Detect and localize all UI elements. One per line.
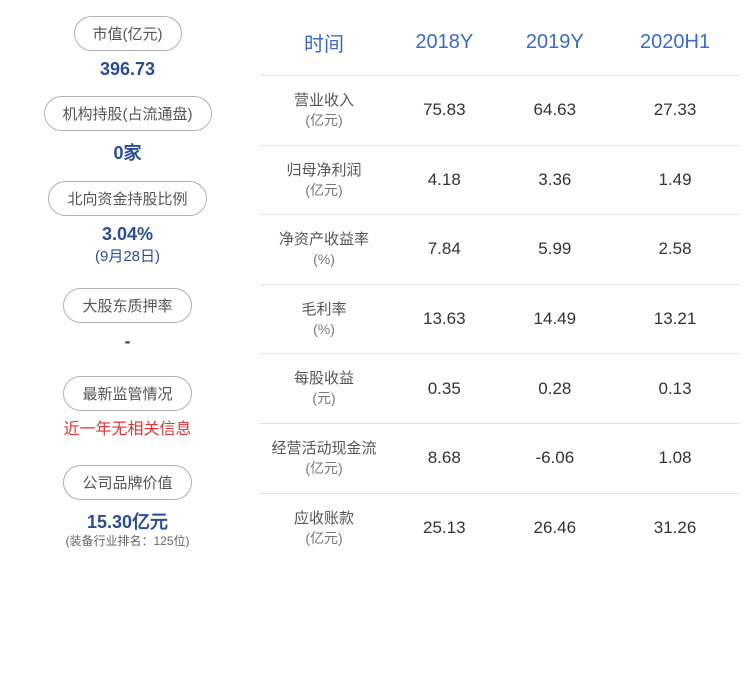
- cell-value: 1.49: [610, 145, 740, 215]
- col-header-2020h1: 2020H1: [610, 16, 740, 76]
- pill-value: -: [125, 331, 131, 352]
- row-label: 每股收益(元): [259, 354, 389, 424]
- cell-value: 2.58: [610, 215, 740, 285]
- cell-value: 1.08: [610, 423, 740, 493]
- cell-value: 7.84: [389, 215, 500, 285]
- pill-label: 北向资金持股比例: [48, 181, 206, 216]
- col-header-time: 时间: [259, 16, 389, 76]
- row-label: 经营活动现金流(亿元): [259, 423, 389, 493]
- metric-brand-value: 公司品牌价值 15.30亿元 (装备行业排名：125位): [10, 465, 245, 549]
- metric-northbound: 北向资金持股比例 3.04% (9月28日): [10, 181, 245, 278]
- cell-value: -6.06: [500, 423, 611, 493]
- pill-subnote: (装备行业排名：125位): [65, 532, 189, 549]
- row-label: 净资产收益率(%): [259, 215, 389, 285]
- col-header-2019: 2019Y: [500, 16, 611, 76]
- pill-subvalue: (9月28日): [95, 245, 160, 266]
- cell-value: 27.33: [610, 76, 740, 146]
- cell-value: 0.35: [389, 354, 500, 424]
- cell-value: 5.99: [500, 215, 611, 285]
- cell-value: 8.68: [389, 423, 500, 493]
- cell-value: 75.83: [389, 76, 500, 146]
- pill-label: 公司品牌价值: [63, 465, 191, 500]
- pill-value: 396.73: [100, 59, 155, 80]
- pill-label: 大股东质押率: [63, 288, 191, 323]
- cell-value: 4.18: [389, 145, 500, 215]
- pill-label: 机构持股(占流通盘): [44, 96, 212, 131]
- cell-value: 25.13: [389, 493, 500, 562]
- table-row: 应收账款(亿元)25.1326.4631.26: [259, 493, 740, 562]
- cell-value: 13.63: [389, 284, 500, 354]
- table-body: 营业收入(亿元)75.8364.6327.33归母净利润(亿元)4.183.36…: [259, 76, 740, 563]
- row-label: 营业收入(亿元): [259, 76, 389, 146]
- cell-value: 26.46: [500, 493, 611, 562]
- table-row: 每股收益(元)0.350.280.13: [259, 354, 740, 424]
- cell-value: 64.63: [500, 76, 611, 146]
- table-header-row: 时间 2018Y 2019Y 2020H1: [259, 16, 740, 76]
- metric-pledge: 大股东质押率 -: [10, 288, 245, 366]
- table-row: 毛利率(%)13.6314.4913.21: [259, 284, 740, 354]
- pill-value: 3.04%: [102, 224, 153, 245]
- cell-value: 3.36: [500, 145, 611, 215]
- row-label: 归母净利润(亿元): [259, 145, 389, 215]
- pill-value: 0家: [113, 139, 141, 165]
- cell-value: 13.21: [610, 284, 740, 354]
- financials-table: 时间 2018Y 2019Y 2020H1 营业收入(亿元)75.8364.63…: [259, 16, 740, 562]
- cell-value: 14.49: [500, 284, 611, 354]
- financials-table-container: 时间 2018Y 2019Y 2020H1 营业收入(亿元)75.8364.63…: [245, 16, 740, 662]
- row-label: 毛利率(%): [259, 284, 389, 354]
- metric-institutional: 机构持股(占流通盘) 0家: [10, 96, 245, 171]
- cell-value: 31.26: [610, 493, 740, 562]
- row-label: 应收账款(亿元): [259, 493, 389, 562]
- pill-label: 市值(亿元): [74, 16, 182, 51]
- table-row: 营业收入(亿元)75.8364.6327.33: [259, 76, 740, 146]
- cell-value: 0.13: [610, 354, 740, 424]
- pill-label: 最新监管情况: [63, 376, 191, 411]
- table-row: 归母净利润(亿元)4.183.361.49: [259, 145, 740, 215]
- col-header-2018: 2018Y: [389, 16, 500, 76]
- pill-value-red: 近一年无相关信息: [63, 419, 191, 441]
- metric-regulatory: 最新监管情况 近一年无相关信息: [10, 376, 245, 455]
- metric-market-cap: 市值(亿元) 396.73: [10, 16, 245, 86]
- table-row: 经营活动现金流(亿元)8.68-6.061.08: [259, 423, 740, 493]
- pill-value: 15.30亿元: [87, 508, 168, 534]
- cell-value: 0.28: [500, 354, 611, 424]
- table-row: 净资产收益率(%)7.845.992.58: [259, 215, 740, 285]
- left-metrics-column: 市值(亿元) 396.73 机构持股(占流通盘) 0家 北向资金持股比例 3.0…: [10, 16, 245, 662]
